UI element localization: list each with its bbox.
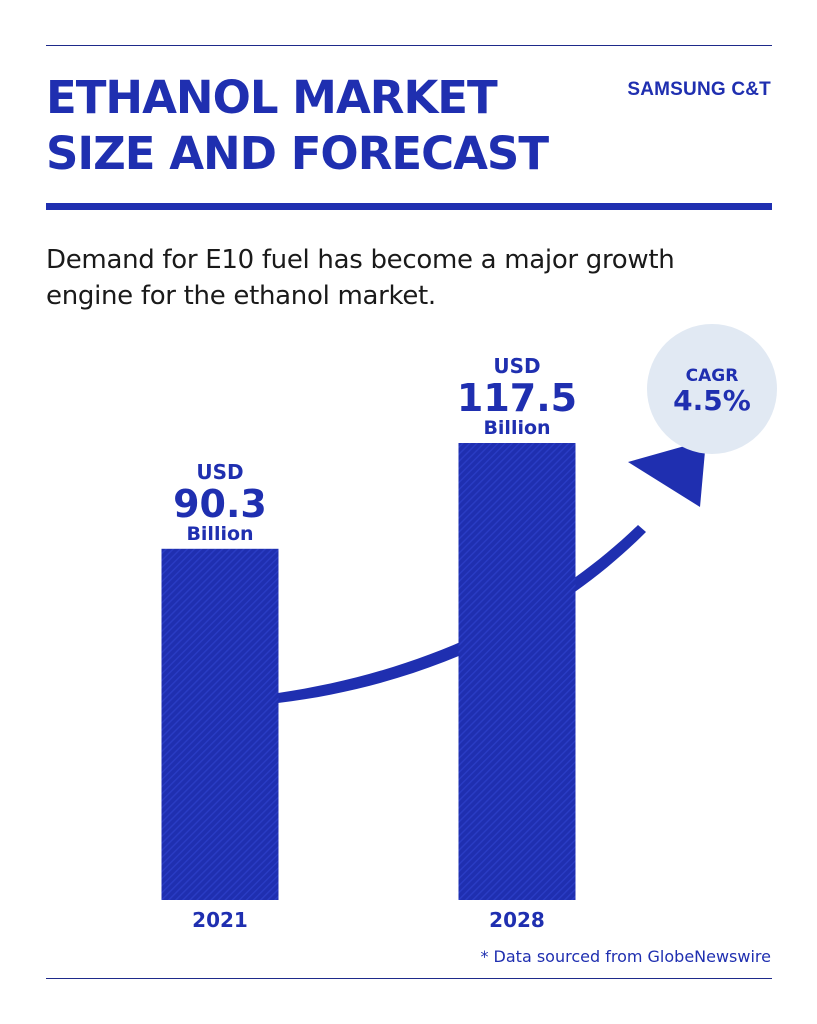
x-tick-label: 2021	[192, 908, 248, 932]
cagr-value: 4.5%	[673, 384, 751, 417]
x-tick-label: 2028	[489, 908, 545, 932]
bar-value-label: 90.3	[173, 482, 267, 526]
cagr-label: CAGR	[686, 366, 739, 386]
bar-2028	[458, 443, 576, 900]
page-title: ETHANOL MARKET SIZE AND FORECAST	[46, 71, 549, 180]
bar-label-unit-suffix: Billion	[483, 417, 550, 439]
growth-arrow-head	[628, 440, 706, 507]
bar-label-unit-prefix: USD	[493, 354, 540, 378]
bar-2021	[161, 548, 279, 900]
bar-label-unit-prefix: USD	[196, 460, 243, 484]
cagr-badge	[647, 324, 777, 454]
title-underline	[46, 203, 772, 210]
top-rule	[46, 45, 772, 46]
subtitle: Demand for E10 fuel has become a major g…	[46, 245, 675, 311]
bar-label-unit-suffix: Billion	[186, 523, 253, 545]
bar-value-label: 117.5	[457, 376, 577, 420]
bottom-rule	[46, 978, 772, 979]
brand-logo-text: SAMSUNG C&T	[627, 79, 771, 100]
source-note: * Data sourced from GlobeNewswire	[480, 947, 771, 966]
